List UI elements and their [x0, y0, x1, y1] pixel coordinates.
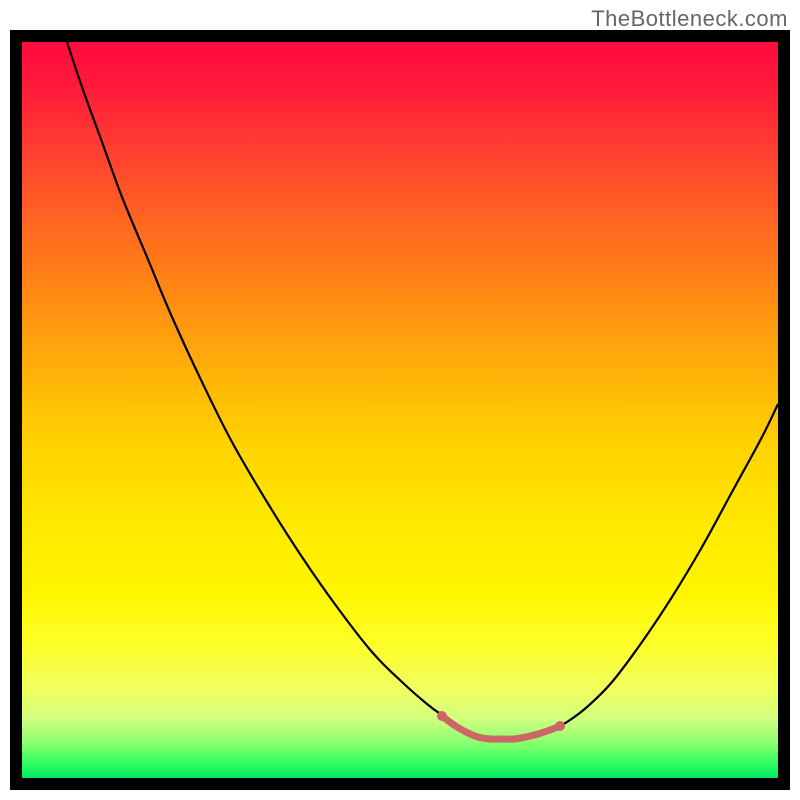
main-curve-line — [67, 42, 778, 739]
chart-frame — [10, 30, 790, 790]
chart-curves — [22, 42, 778, 778]
highlight-curve-segment — [442, 716, 560, 739]
watermark-text: TheBottleneck.com — [591, 6, 788, 32]
